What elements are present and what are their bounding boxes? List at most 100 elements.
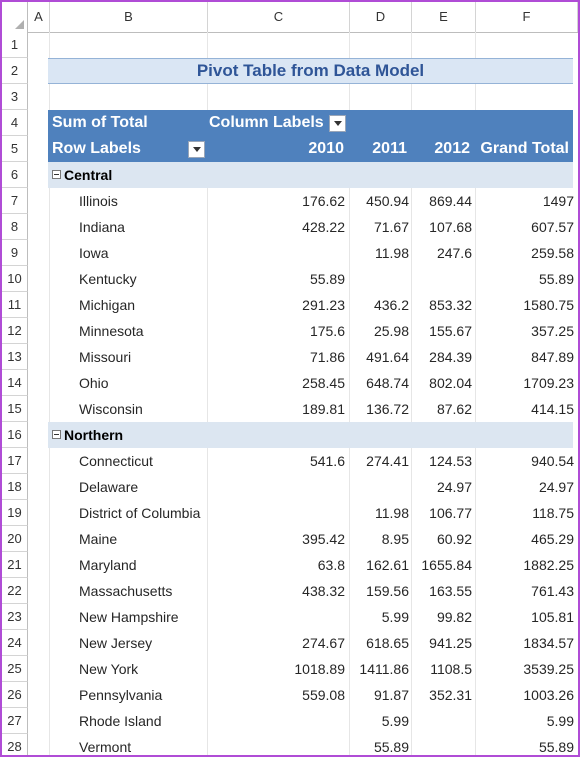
grand-total-value[interactable]: 607.57 (531, 219, 574, 235)
grand-total-value[interactable]: 118.75 (532, 505, 574, 521)
value-2011[interactable]: 491.64 (366, 349, 409, 365)
value-2012[interactable]: 155.67 (429, 323, 472, 339)
state-name[interactable]: Michigan (79, 297, 136, 313)
row-header[interactable]: 15 (2, 396, 28, 422)
pivot-title[interactable]: Pivot Table from Data Model (196, 61, 425, 80)
column-header-b[interactable]: B (50, 2, 208, 32)
row-header[interactable]: 10 (2, 266, 28, 292)
value-2010[interactable]: 258.45 (302, 375, 345, 391)
value-2011[interactable]: 5.99 (381, 713, 409, 729)
state-name[interactable]: District of Columbia (79, 505, 201, 521)
column-labels-filter-dropdown-icon[interactable] (329, 115, 346, 132)
value-2010[interactable]: 1018.89 (294, 661, 345, 677)
value-2010[interactable]: 395.42 (302, 531, 345, 547)
value-2011[interactable] (348, 474, 409, 500)
value-2012[interactable]: 99.82 (436, 609, 472, 625)
value-2011[interactable]: 91.87 (373, 687, 409, 703)
value-2010[interactable]: 175.6 (309, 323, 345, 339)
value-2011[interactable]: 55.89 (373, 739, 409, 755)
grand-total-value[interactable]: 761.43 (531, 583, 574, 599)
state-name[interactable]: Delaware (79, 479, 139, 495)
value-2012[interactable]: 24.97 (436, 479, 472, 495)
region-label[interactable]: Central (64, 167, 113, 183)
state-name[interactable]: Illinois (79, 193, 118, 209)
row-header[interactable]: 5 (2, 136, 28, 162)
row-header[interactable]: 3 (2, 84, 28, 110)
column-header-d[interactable]: D (350, 2, 412, 32)
row-header[interactable]: 16 (2, 422, 28, 448)
row-header[interactable]: 25 (2, 656, 28, 682)
value-2012[interactable]: 163.55 (429, 583, 472, 599)
value-2012[interactable]: 107.68 (429, 219, 472, 235)
value-2010[interactable] (264, 734, 345, 755)
row-header[interactable]: 27 (2, 708, 28, 734)
select-all-corner[interactable] (2, 2, 28, 32)
state-name[interactable]: Vermont (79, 739, 132, 755)
region-label[interactable]: Northern (64, 427, 124, 443)
state-name[interactable]: Kentucky (79, 271, 137, 287)
row-header[interactable]: 20 (2, 526, 28, 552)
column-header-c[interactable]: C (208, 2, 350, 32)
column-header-e[interactable]: E (412, 2, 476, 32)
value-2012[interactable]: 247.6 (436, 245, 472, 261)
column-labels-label[interactable]: Column Labels (209, 114, 324, 131)
value-2010[interactable]: 559.08 (302, 687, 345, 703)
row-header[interactable]: 23 (2, 604, 28, 630)
row-header[interactable]: 7 (2, 188, 28, 214)
value-2011[interactable]: 648.74 (366, 375, 409, 391)
value-2012[interactable]: 60.92 (436, 531, 472, 547)
value-2012[interactable]: 352.31 (429, 687, 472, 703)
value-2011[interactable]: 25.98 (373, 323, 409, 339)
grand-total-value[interactable]: 259.58 (531, 245, 574, 261)
state-name[interactable]: Connecticut (79, 453, 153, 469)
row-header[interactable]: 8 (2, 214, 28, 240)
grand-total-value[interactable]: 847.89 (531, 349, 574, 365)
value-2010[interactable] (264, 240, 345, 266)
row-header[interactable]: 21 (2, 552, 28, 578)
value-2012[interactable] (413, 734, 472, 755)
state-name[interactable]: Massachusetts (79, 583, 173, 599)
value-2011[interactable]: 11.98 (375, 505, 409, 521)
row-header[interactable]: 6 (2, 162, 28, 188)
value-2011[interactable]: 11.98 (375, 245, 409, 261)
value-2010[interactable]: 541.6 (309, 453, 345, 469)
grand-total-value[interactable]: 105.81 (531, 609, 574, 625)
value-2010[interactable] (264, 474, 345, 500)
value-2012[interactable]: 853.32 (429, 297, 472, 313)
row-header[interactable]: 18 (2, 474, 28, 500)
value-2012[interactable] (413, 266, 472, 292)
value-2012[interactable]: 284.39 (429, 349, 472, 365)
year-header-2011[interactable]: 2011 (372, 140, 407, 157)
grand-total-value[interactable]: 1580.75 (523, 297, 574, 313)
grand-total-value[interactable]: 55.89 (538, 271, 574, 287)
grand-total-value[interactable]: 5.99 (546, 713, 574, 729)
row-header[interactable]: 2 (2, 58, 28, 84)
row-header[interactable]: 26 (2, 682, 28, 708)
row-header[interactable]: 1 (2, 32, 28, 58)
state-name[interactable]: New Hampshire (79, 609, 179, 625)
grand-total-header[interactable]: Grand Total (480, 140, 569, 157)
year-header-2012[interactable]: 2012 (434, 140, 470, 157)
value-2012[interactable]: 124.53 (429, 453, 472, 469)
row-header[interactable]: 19 (2, 500, 28, 526)
collapse-minus-icon[interactable] (52, 430, 61, 439)
value-2012[interactable]: 869.44 (429, 193, 472, 209)
state-name[interactable]: Indiana (79, 219, 125, 235)
value-2012[interactable]: 1655.84 (421, 557, 472, 573)
value-2011[interactable]: 159.56 (366, 583, 409, 599)
grand-total-value[interactable]: 55.89 (538, 739, 574, 755)
value-2010[interactable] (264, 708, 345, 734)
state-name[interactable]: Missouri (79, 349, 132, 365)
value-2011[interactable] (348, 266, 409, 292)
value-2012[interactable]: 802.04 (429, 375, 472, 391)
row-header[interactable]: 17 (2, 448, 28, 474)
grand-total-value[interactable]: 940.54 (531, 453, 574, 469)
value-2012[interactable]: 87.62 (436, 401, 472, 417)
row-labels-label[interactable]: Row Labels (52, 140, 141, 157)
state-name[interactable]: Iowa (79, 245, 109, 261)
grand-total-value[interactable]: 24.97 (538, 479, 574, 495)
value-2012[interactable]: 106.77 (429, 505, 472, 521)
grand-total-value[interactable]: 465.29 (531, 531, 574, 547)
row-labels-filter-dropdown-icon[interactable] (188, 141, 205, 158)
cell-grid[interactable]: Pivot Table from Data Model Sum of Total… (28, 32, 578, 755)
